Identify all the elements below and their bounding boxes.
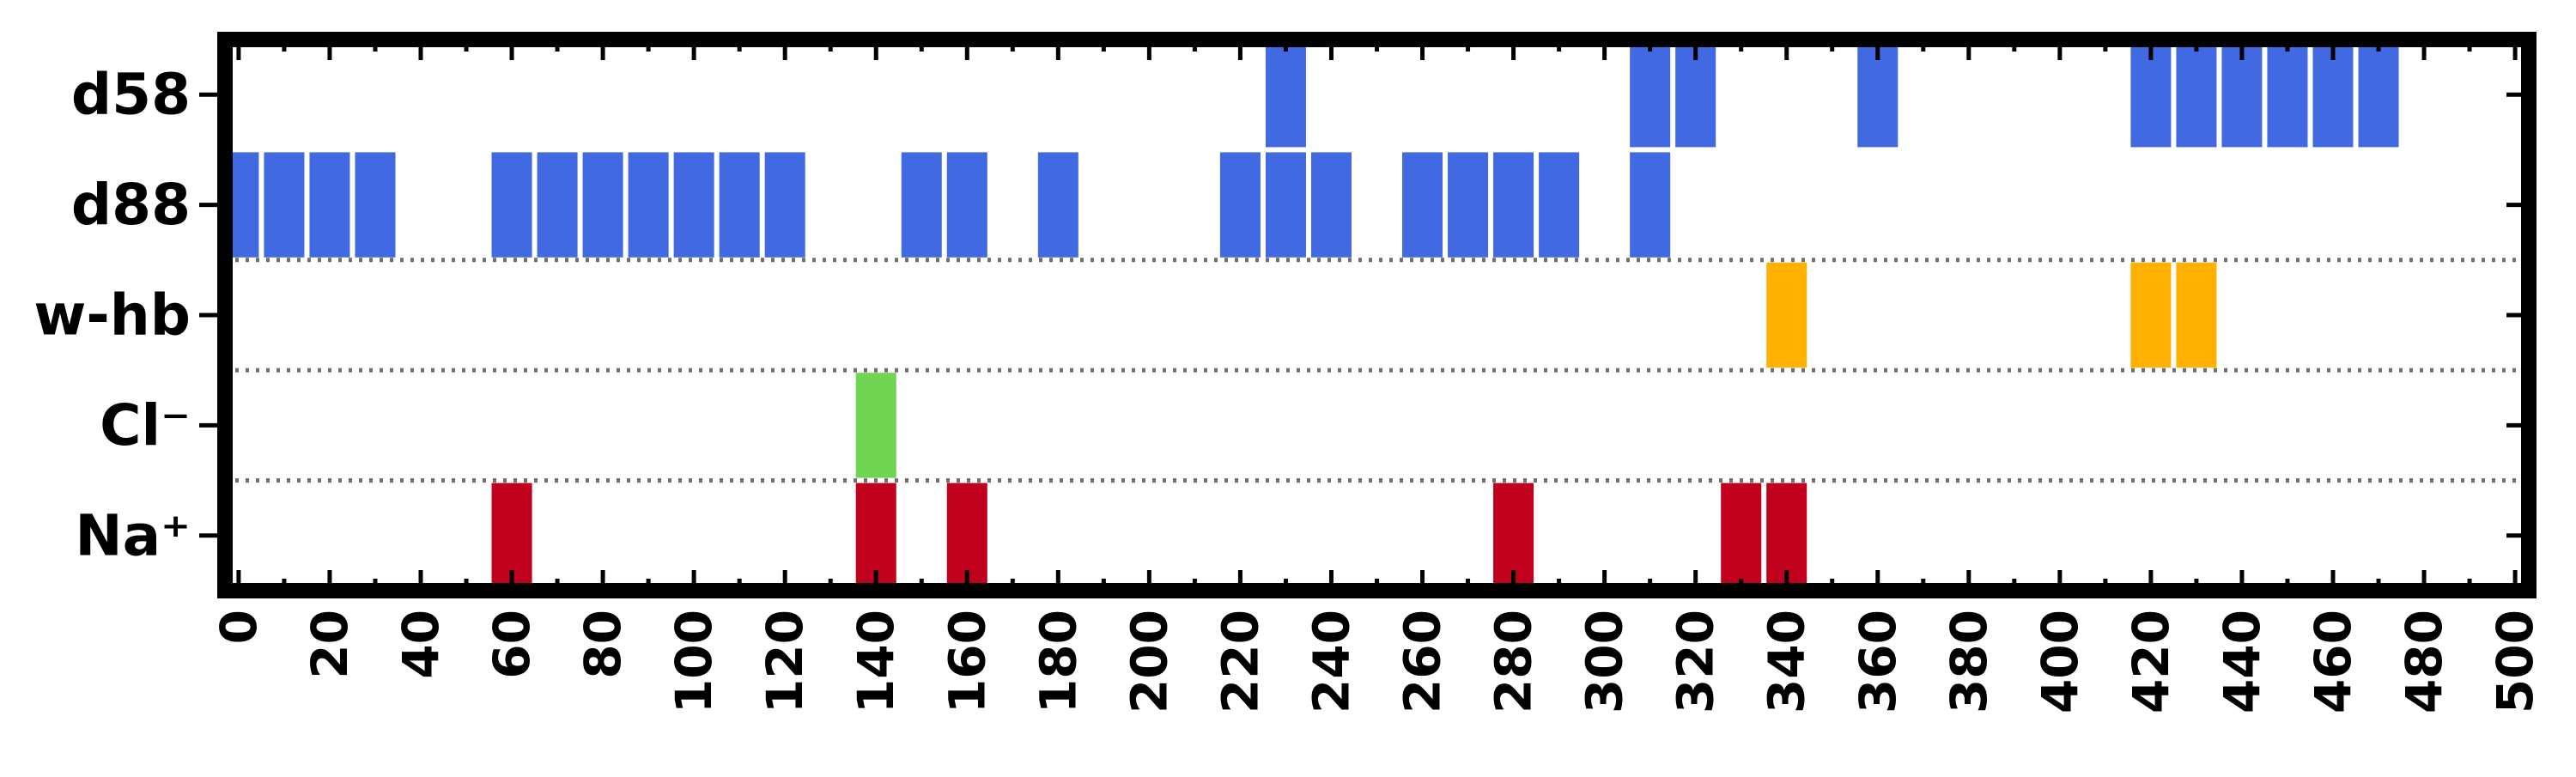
row-separators xyxy=(225,258,2529,483)
x-tick-label: 140 xyxy=(847,610,905,713)
x-tick-label: 420 xyxy=(2122,610,2180,713)
event-bar-d88-120 xyxy=(764,152,805,258)
x-tick-label: 460 xyxy=(2304,610,2362,713)
event-bar-d88-240 xyxy=(1310,152,1352,258)
x-tick-label: 380 xyxy=(1940,610,1998,713)
x-tick-label: 160 xyxy=(938,610,996,713)
event-bar-d88-150 xyxy=(901,152,942,258)
event-bar-d58-230 xyxy=(1265,42,1306,148)
x-tick-label: 20 xyxy=(301,610,359,679)
event-bar-d58-450 xyxy=(2267,42,2308,148)
x-tick-label: 340 xyxy=(1758,610,1816,713)
y-tick-label: Cl⁻ xyxy=(100,392,191,458)
event-bar-d88-280 xyxy=(1493,152,1534,258)
x-tick-labels: 0 20 40 60 80 100 120 140 160 180 200 220 240 260 280 3… xyxy=(210,610,2544,713)
event-bar-whb-430 xyxy=(2176,262,2217,368)
event-bar-d88-290 xyxy=(1539,152,1580,258)
event-bar-Na-330 xyxy=(1721,483,1762,588)
event-bar-d88-30 xyxy=(355,152,396,258)
event-bar-d58-310 xyxy=(1630,42,1671,148)
event-bar-d88-230 xyxy=(1265,152,1306,258)
x-tick-label: 60 xyxy=(483,610,541,679)
event-bar-whb-340 xyxy=(1766,262,1807,368)
y-tick-label: Na⁺ xyxy=(75,502,191,568)
x-tick-label: 40 xyxy=(392,610,450,679)
y-tick-label: d58 xyxy=(71,62,191,128)
event-bar-Cl-140 xyxy=(855,373,896,478)
event-bar-d88-90 xyxy=(628,152,669,258)
event-bar-d88-100 xyxy=(673,152,714,258)
y-tick-labels: Na⁺ Cl⁻ w-hb d88 d58 xyxy=(33,62,191,569)
plot-frame xyxy=(217,32,2537,598)
x-tick-label: 240 xyxy=(1302,610,1360,713)
event-bar-d88-110 xyxy=(719,152,760,258)
x-tick-label: 360 xyxy=(1849,610,1907,713)
x-tick-label: 260 xyxy=(1394,610,1452,713)
event-bar-d88-80 xyxy=(582,152,623,258)
event-bar-d88-310 xyxy=(1630,152,1671,258)
event-bar-whb-420 xyxy=(2130,262,2172,368)
y-tick-label: d88 xyxy=(71,172,191,238)
event-bar-d88-260 xyxy=(1402,152,1443,258)
x-tick-label: 400 xyxy=(2031,610,2089,713)
x-tick-label: 320 xyxy=(1667,610,1725,713)
y-tick-label: w-hb xyxy=(33,282,191,349)
event-bar-d58-430 xyxy=(2176,42,2217,148)
event-bar-d88-10 xyxy=(264,152,305,258)
x-tick-label: 180 xyxy=(1029,610,1087,713)
x-tick-label: 100 xyxy=(665,610,723,713)
event-bar-d88-270 xyxy=(1448,152,1489,258)
event-bar-d88-20 xyxy=(309,152,350,258)
event-bar-d88-70 xyxy=(537,152,578,258)
x-tick-label: 80 xyxy=(574,610,632,679)
event-bar-d88-220 xyxy=(1219,152,1261,258)
event-bar-d58-470 xyxy=(2358,42,2399,148)
x-tick-label: 0 xyxy=(210,610,268,644)
event-bars xyxy=(218,42,2399,588)
event-bar-d88-160 xyxy=(946,152,987,258)
x-tick-label: 500 xyxy=(2486,610,2544,713)
event-bar-d88-60 xyxy=(491,152,532,258)
x-tick-label: 220 xyxy=(1211,610,1269,713)
x-tick-label: 120 xyxy=(756,610,814,713)
x-tick-label: 300 xyxy=(1576,610,1634,713)
x-tick-label: 200 xyxy=(1120,610,1178,713)
x-tick-label: 480 xyxy=(2395,610,2453,713)
x-tick-label: 440 xyxy=(2213,610,2271,713)
event-bar-d88-180 xyxy=(1037,152,1078,258)
x-tick-label: 280 xyxy=(1485,610,1543,713)
